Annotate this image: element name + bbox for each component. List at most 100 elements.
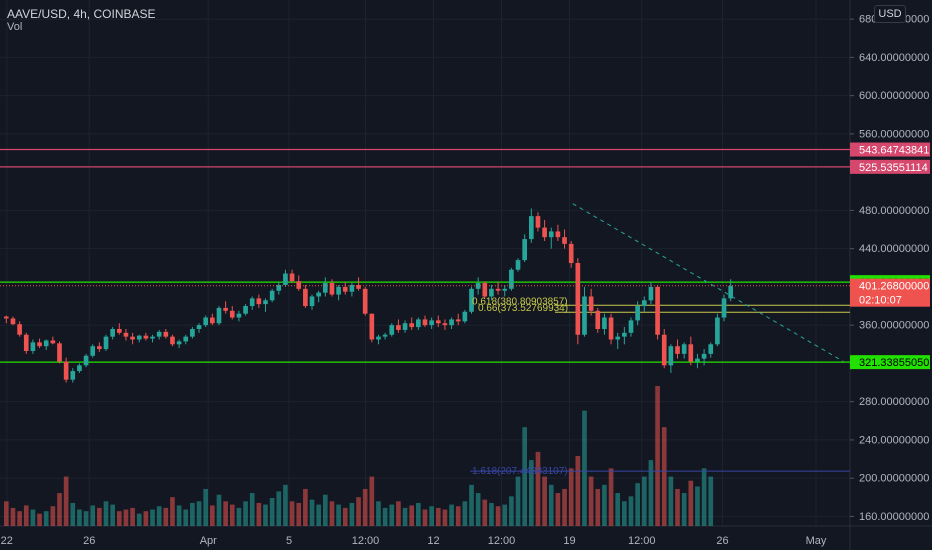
time-axis-label: 12:00 — [488, 535, 516, 547]
volume-bar — [708, 476, 714, 526]
price-axis-label: 640.00000000 — [859, 52, 929, 64]
fib-label: 0.618(380.80903857) — [472, 296, 568, 307]
volume-bar — [502, 504, 508, 526]
candle-body — [50, 340, 56, 344]
volume-bar — [63, 476, 69, 526]
candle-body — [10, 318, 16, 325]
candle-body — [30, 342, 36, 351]
candle-body — [316, 292, 321, 297]
volume-bar — [495, 506, 501, 526]
volume-bar — [356, 497, 361, 526]
candle-body — [396, 325, 401, 330]
volume-bar — [615, 493, 621, 526]
volume-bar — [695, 486, 700, 526]
price-axis-label: 560.00000000 — [859, 128, 929, 140]
candle-body — [522, 239, 527, 261]
candle-body — [116, 328, 122, 333]
candle-body — [482, 283, 488, 297]
candle-body — [77, 365, 82, 372]
volume-bar — [588, 476, 594, 526]
volume-bar — [83, 511, 89, 526]
volume-bar — [309, 499, 315, 526]
candle-body — [336, 286, 341, 295]
volume-bar — [376, 501, 381, 526]
candle-body — [143, 335, 149, 339]
candle-body — [442, 323, 448, 326]
volume-bar — [535, 451, 541, 526]
price-axis-label: 240.00000000 — [859, 434, 929, 446]
volume-bar — [229, 504, 235, 526]
volume-bar — [130, 507, 135, 526]
candle-body — [655, 286, 660, 335]
volume-bar — [163, 507, 169, 526]
candle-body — [203, 317, 209, 326]
fib-label: 0.66(373.52769934) — [478, 303, 568, 314]
volume-bar — [216, 494, 222, 526]
level-tag-bg — [850, 355, 930, 370]
candle-body — [416, 319, 421, 328]
volume-bar — [668, 476, 674, 526]
candle-body — [515, 260, 521, 270]
candle-body — [608, 317, 614, 340]
candle-body — [63, 361, 69, 380]
volume-bar — [349, 502, 355, 526]
volume-bar — [575, 456, 581, 526]
level-tag: 543.64743841 — [859, 145, 929, 157]
candle-body — [582, 296, 587, 335]
candle-body — [681, 344, 687, 354]
candle-body — [575, 263, 581, 335]
candle-body — [615, 336, 621, 340]
candle-body — [475, 283, 481, 289]
candle-body — [548, 231, 554, 238]
volume-bar — [263, 504, 268, 526]
volume-bar — [628, 496, 634, 526]
candle-body — [269, 290, 275, 301]
volume-bar — [243, 501, 248, 526]
candle-body — [296, 281, 302, 289]
symbol-title: AAVE/USD, 4h, COINBASE — [7, 7, 156, 21]
volume-bar — [681, 493, 687, 526]
candle-body — [322, 283, 328, 293]
volume-bar — [396, 501, 401, 526]
candle-body — [602, 317, 607, 329]
volume-bar — [562, 488, 567, 526]
time-axis-label: Apr — [200, 535, 217, 547]
candle-body — [236, 313, 242, 318]
volume-bar — [322, 494, 328, 526]
volume-bar — [429, 506, 434, 526]
volume-bar — [37, 513, 42, 526]
candle-body — [150, 336, 155, 339]
candle-body — [249, 298, 255, 307]
volume-bar — [489, 502, 494, 526]
candle-body — [283, 273, 288, 285]
candle-body — [349, 284, 355, 292]
candle-body — [489, 288, 494, 297]
volume-bar — [17, 511, 22, 526]
volume-bar — [675, 488, 680, 526]
volume-bar — [190, 502, 195, 526]
candle-body — [229, 310, 235, 318]
level-tag-bg — [850, 142, 930, 157]
candle-body — [389, 325, 395, 335]
volume-bar — [97, 507, 102, 526]
volume-bar — [648, 460, 654, 526]
countdown-label: 02:10:07 — [859, 295, 902, 307]
volume-bar — [276, 491, 282, 526]
candle-body — [37, 342, 42, 347]
candle-body — [276, 284, 282, 291]
volume-bar — [522, 427, 527, 526]
candle-body — [535, 216, 541, 228]
currency-button[interactable]: USD — [874, 5, 906, 23]
volume-bar — [23, 505, 29, 526]
candle-body — [4, 316, 9, 319]
time-axis-label: 26 — [716, 535, 728, 547]
price-axis-label: 600.00000000 — [859, 90, 929, 102]
volume-bar — [701, 468, 707, 526]
candle-body — [103, 336, 109, 350]
volume-bar — [116, 511, 122, 526]
volume-bar — [542, 476, 547, 526]
candle-body — [695, 358, 700, 362]
candle-body — [701, 353, 707, 359]
volume-bar — [661, 427, 667, 526]
